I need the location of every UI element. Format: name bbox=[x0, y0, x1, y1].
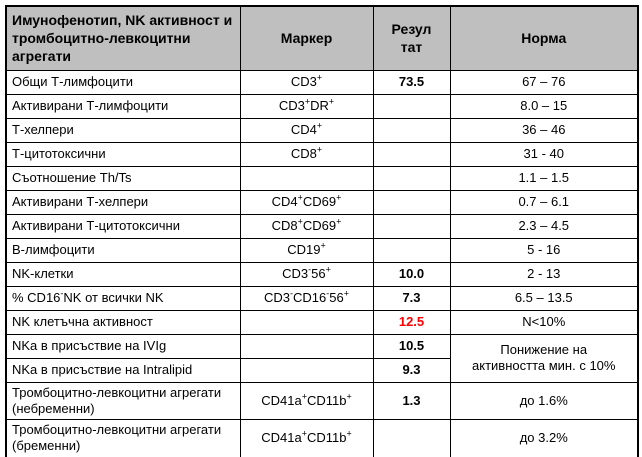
parameter-cell: Активирани Т-цитотоксични bbox=[5, 213, 241, 239]
result-cell bbox=[372, 419, 451, 457]
header-marker: Маркер bbox=[239, 5, 374, 71]
table-row: Тромбоцитно-левкоцитни агрегати (небреме… bbox=[5, 381, 639, 421]
parameter-cell: Съотношение Th/Ts bbox=[5, 165, 241, 191]
table-row: Активирани Т-хелпери CD4+CD69+ 0.7 – 6.1 bbox=[5, 189, 639, 215]
result-cell bbox=[372, 141, 451, 167]
parameter-cell: NK-клетки bbox=[5, 261, 241, 287]
header-norm: Норма bbox=[449, 5, 639, 71]
table-row: Активирани Т-цитотоксични CD8+CD69+ 2.3 … bbox=[5, 213, 639, 239]
norm-cell: 36 – 46 bbox=[449, 117, 639, 143]
marker-cell: CD8+ bbox=[239, 141, 374, 167]
marker-cell: CD3+DR+ bbox=[239, 93, 374, 119]
result-cell bbox=[372, 189, 451, 215]
table-row: В-лимфоцити CD19+ 5 - 16 bbox=[5, 237, 639, 263]
header-result: Резултат bbox=[372, 5, 451, 71]
result-cell: 73.5 bbox=[372, 69, 451, 95]
marker-cell: CD4+ bbox=[239, 117, 374, 143]
norm-cell: 2.3 – 4.5 bbox=[449, 213, 639, 239]
result-cell: 10.5 bbox=[372, 333, 451, 359]
norm-cell: 2 - 13 bbox=[449, 261, 639, 287]
table-row: Общи Т-лимфоцити CD3+ 73.5 67 – 76 bbox=[5, 69, 639, 95]
norm-cell: 67 – 76 bbox=[449, 69, 639, 95]
result-cell: 9.3 bbox=[372, 357, 451, 383]
header-result-label: Резултат bbox=[391, 21, 432, 56]
norm-merged-text: Понижение на активността мин. с 10% bbox=[472, 341, 616, 374]
marker-cell: CD3-CD16-56+ bbox=[239, 285, 374, 311]
norm-cell: N<10% bbox=[449, 309, 639, 335]
table-row: NK клетъчна активност 12.5 N<10% bbox=[5, 309, 639, 335]
result-cell bbox=[372, 165, 451, 191]
result-cell-alert: 12.5 bbox=[372, 309, 451, 335]
parameter-cell: % CD16-NK от всички NK bbox=[5, 285, 241, 311]
header-parameter: Имунофенотип, NK активност и тромбоцитно… bbox=[5, 5, 241, 71]
result-cell bbox=[372, 93, 451, 119]
marker-cell: CD3-56+ bbox=[239, 261, 374, 287]
header-row: Имунофенотип, NK активност и тромбоцитно… bbox=[5, 5, 639, 71]
norm-cell: 6.5 – 13.5 bbox=[449, 285, 639, 311]
table-row: NKa в присъствие на Intralipid 9.3 bbox=[5, 357, 638, 383]
marker-cell: CD8+CD69+ bbox=[239, 213, 374, 239]
norm-cell: 0.7 – 6.1 bbox=[449, 189, 639, 215]
parameter-cell: NKa в присъствие на Intralipid bbox=[5, 357, 241, 383]
table-row: Тромбоцитно-левкоцитни агрегати (бременн… bbox=[5, 419, 639, 457]
parameter-cell: Т-цитотоксични bbox=[5, 141, 241, 167]
parameter-cell: NK клетъчна активност bbox=[5, 309, 241, 335]
marker-cell: CD19+ bbox=[239, 237, 374, 263]
norm-cell-merged: Понижение на активността мин. с 10% bbox=[449, 333, 639, 383]
result-cell bbox=[372, 117, 451, 143]
parameter-cell: Активирани Т-хелпери bbox=[5, 189, 241, 215]
marker-cell: CD41a+CD11b+ bbox=[239, 419, 374, 457]
norm-cell: 8.0 – 15 bbox=[449, 93, 639, 119]
norm-cell: до 3.2% bbox=[449, 419, 639, 457]
marker-cell bbox=[239, 309, 374, 335]
table-row: % CD16-NK от всички NK CD3-CD16-56+ 7.3 … bbox=[5, 285, 639, 311]
marker-cell: CD3+ bbox=[239, 69, 374, 95]
table-row: Съотношение Th/Ts 1.1 – 1.5 bbox=[5, 165, 639, 191]
marker-cell: CD4+CD69+ bbox=[239, 189, 374, 215]
parameter-cell: NKa в присъствие на IVIg bbox=[5, 333, 241, 359]
table-row: NK-клетки CD3-56+ 10.0 2 - 13 bbox=[5, 261, 639, 287]
norm-cell: до 1.6% bbox=[449, 381, 639, 421]
table-row: Т-цитотоксични CD8+ 31 - 40 bbox=[5, 141, 639, 167]
table-row: Активирани Т-лимфоцити CD3+DR+ 8.0 – 15 bbox=[5, 93, 639, 119]
parameter-cell: Тромбоцитно-левкоцитни агрегати (небреме… bbox=[5, 381, 241, 421]
result-cell: 7.3 bbox=[372, 285, 451, 311]
result-cell: 10.0 bbox=[372, 261, 451, 287]
result-cell bbox=[372, 213, 451, 239]
marker-cell bbox=[239, 165, 374, 191]
marker-cell bbox=[239, 357, 374, 383]
norm-cell: 31 - 40 bbox=[449, 141, 639, 167]
marker-cell: CD41a+CD11b+ bbox=[239, 381, 374, 421]
result-cell: 1.3 bbox=[372, 381, 451, 421]
norm-cell: 1.1 – 1.5 bbox=[449, 165, 639, 191]
lab-results-table: Имунофенотип, NK активност и тромбоцитно… bbox=[5, 5, 639, 457]
parameter-cell: В-лимфоцити bbox=[5, 237, 241, 263]
parameter-cell: Активирани Т-лимфоцити bbox=[5, 93, 241, 119]
result-cell bbox=[372, 237, 451, 263]
table-row: Т-хелпери CD4+ 36 – 46 bbox=[5, 117, 639, 143]
norm-cell: 5 - 16 bbox=[449, 237, 639, 263]
marker-cell bbox=[239, 333, 374, 359]
table-row: NKa в присъствие на IVIg 10.5 Понижение … bbox=[5, 333, 639, 383]
parameter-cell: Общи Т-лимфоцити bbox=[5, 69, 241, 95]
parameter-cell: Тромбоцитно-левкоцитни агрегати (бременн… bbox=[5, 419, 241, 457]
parameter-cell: Т-хелпери bbox=[5, 117, 241, 143]
